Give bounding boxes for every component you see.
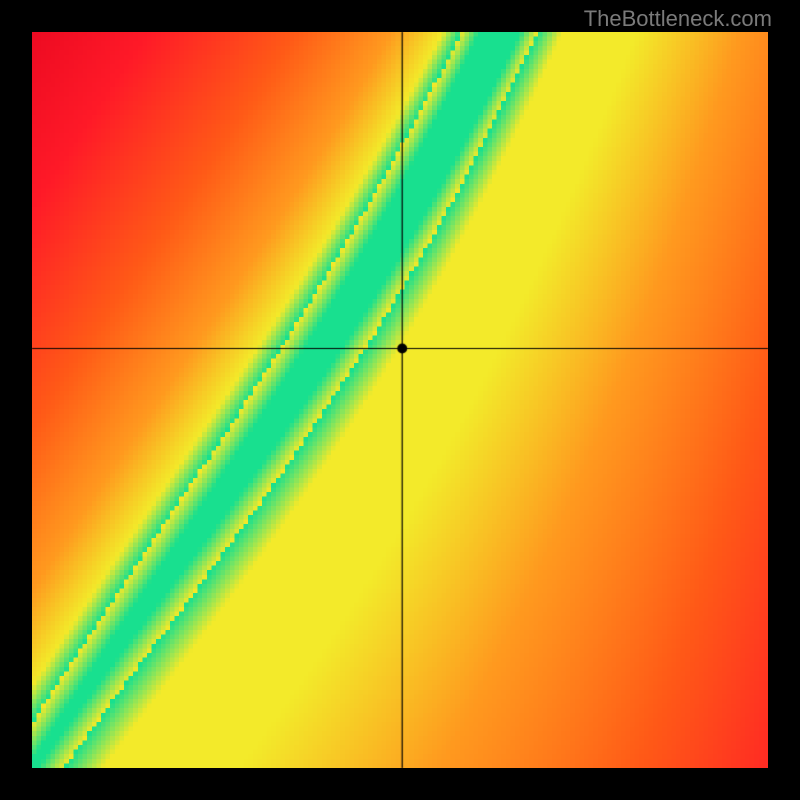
- watermark-text: TheBottleneck.com: [584, 6, 772, 32]
- crosshair-overlay: [0, 0, 800, 800]
